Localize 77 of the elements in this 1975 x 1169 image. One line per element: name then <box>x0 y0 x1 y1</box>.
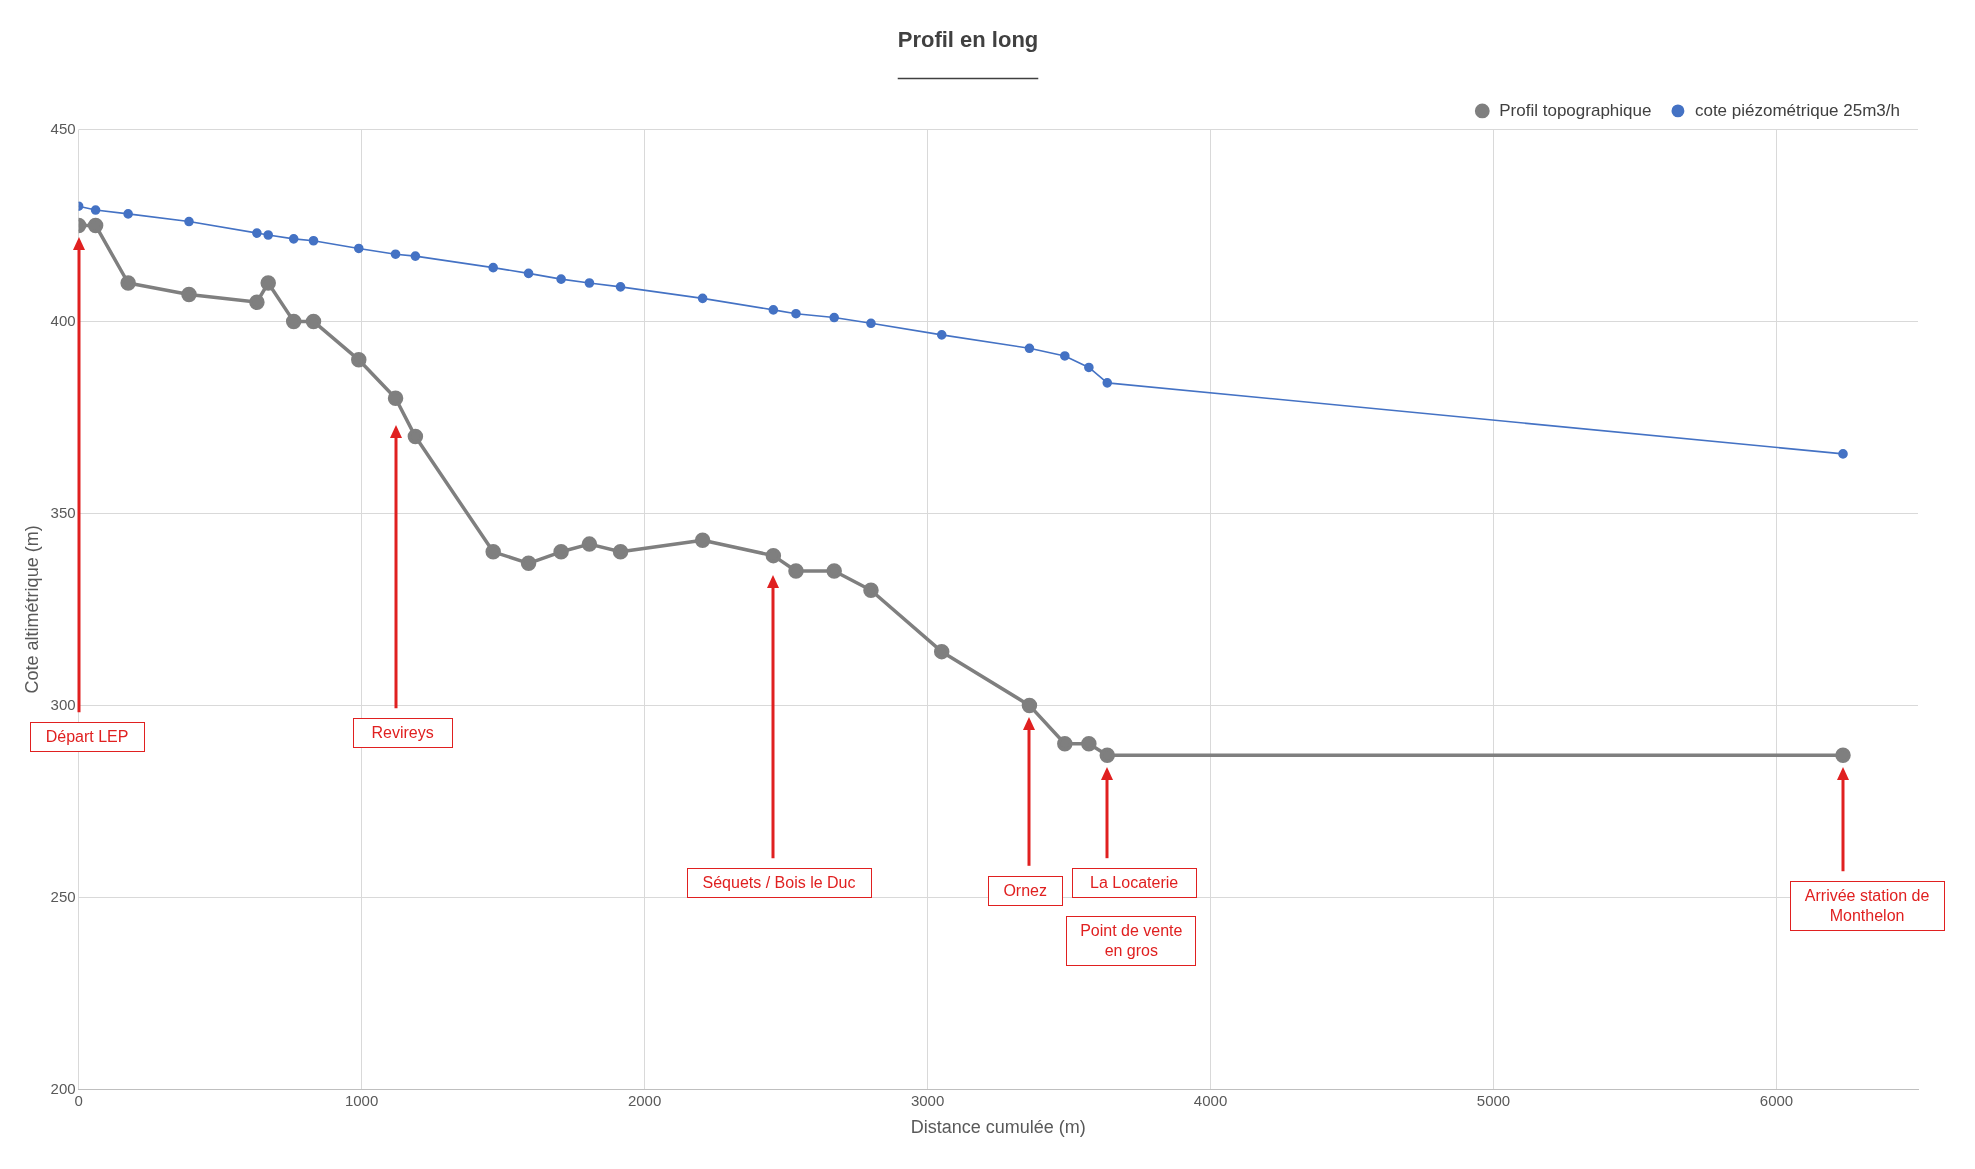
point <box>788 563 804 579</box>
chart-title: Profil en long <box>897 27 1039 53</box>
y-tick-label: 400 <box>50 311 76 329</box>
x-axis-title: Distance cumulée (m) <box>910 1117 1086 1138</box>
point <box>1021 697 1038 714</box>
annotation: Départ LEP <box>29 722 145 753</box>
point <box>181 286 197 303</box>
point <box>387 390 404 406</box>
point <box>305 313 322 330</box>
point <box>1024 343 1035 354</box>
x-tick-label: 3000 <box>910 1091 945 1109</box>
point <box>1838 449 1848 459</box>
point <box>520 555 537 572</box>
point <box>1102 378 1113 388</box>
y-axis-title: Cote altimétrique (m) <box>21 525 42 694</box>
point <box>184 216 194 227</box>
point <box>556 274 566 284</box>
point <box>123 209 133 219</box>
x-tick-label: 4000 <box>1193 1091 1228 1109</box>
point <box>308 235 319 246</box>
legend-label: cote piézométrique 25m3/h <box>1694 100 1900 120</box>
point <box>390 249 401 259</box>
point <box>791 308 801 319</box>
y-tick-label: 450 <box>50 119 76 137</box>
point <box>1099 747 1116 764</box>
x-tick-label: 6000 <box>1759 1091 1794 1109</box>
point <box>488 262 498 273</box>
x-tick-label: 1000 <box>344 1091 379 1109</box>
point <box>90 205 101 215</box>
point <box>410 251 421 261</box>
annotation: Séquets / Bois le Duc <box>686 868 872 899</box>
y-tick-label: 350 <box>50 503 76 521</box>
annotation: Arrivée station de Monthelon <box>1789 881 1945 932</box>
point <box>765 547 782 564</box>
annotation: Ornez <box>987 875 1063 906</box>
point <box>1081 736 1097 752</box>
point <box>288 234 299 244</box>
point <box>933 643 950 660</box>
point <box>829 312 839 323</box>
point <box>252 228 262 238</box>
annotation: Point de vente en gros <box>1066 915 1197 966</box>
point <box>584 278 595 288</box>
point <box>826 563 842 579</box>
point <box>407 428 424 445</box>
point <box>697 293 708 304</box>
point <box>694 532 711 549</box>
x-tick-label: 2000 <box>627 1091 662 1109</box>
point <box>523 268 534 279</box>
point <box>260 275 276 291</box>
point <box>1835 747 1851 764</box>
legend-label: Profil topographique <box>1499 100 1652 120</box>
y-tick-label: 200 <box>50 1079 76 1097</box>
point <box>1084 362 1094 373</box>
x-tick-label: 0 <box>74 1091 83 1109</box>
point <box>120 275 136 291</box>
point <box>553 544 569 560</box>
point <box>249 294 265 310</box>
point <box>581 536 598 552</box>
point <box>863 582 879 598</box>
point <box>866 318 876 329</box>
point <box>87 217 104 234</box>
point <box>615 282 626 292</box>
point <box>1057 736 1073 752</box>
x-tick-label: 5000 <box>1476 1091 1511 1109</box>
point <box>353 243 364 254</box>
annotation: Revireys <box>352 718 453 749</box>
point <box>285 313 302 330</box>
point <box>1060 351 1070 361</box>
point <box>263 230 274 240</box>
point <box>485 544 501 560</box>
point <box>612 544 629 560</box>
y-tick-label: 250 <box>50 887 76 905</box>
annotation: La Locaterie <box>1071 868 1197 899</box>
point <box>768 305 779 315</box>
point <box>936 330 947 340</box>
y-tick-label: 300 <box>50 695 76 713</box>
point <box>351 352 367 368</box>
